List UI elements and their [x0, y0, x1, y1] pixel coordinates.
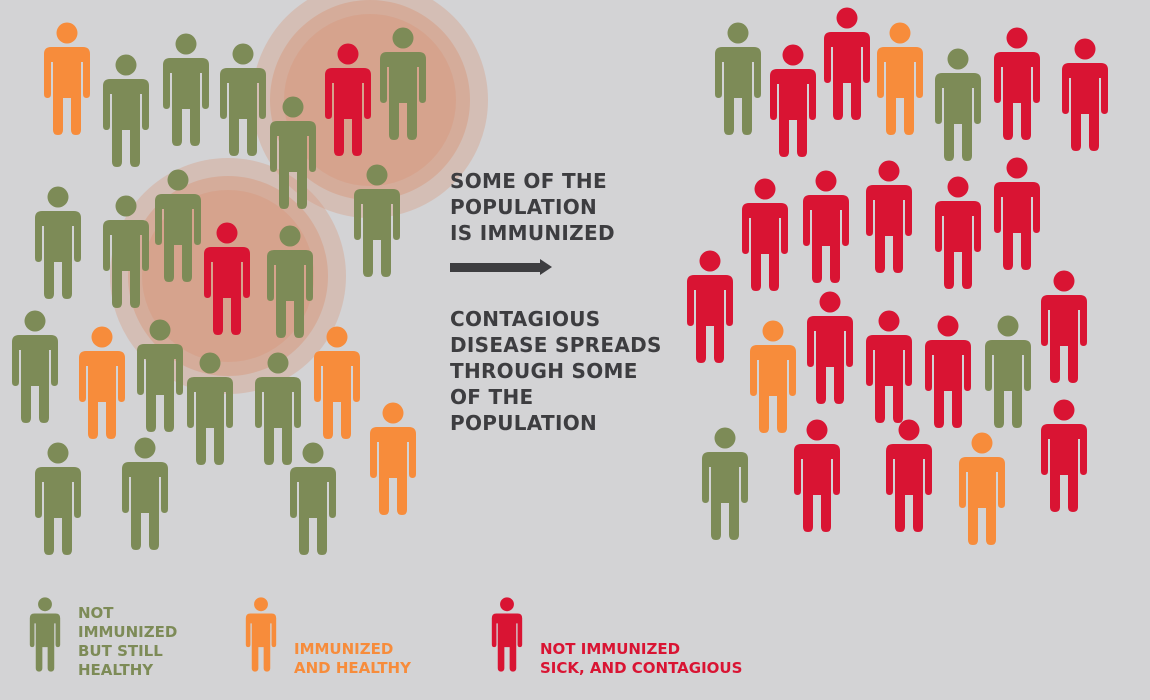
- legend-line: NOT: [78, 604, 114, 622]
- person-not-immunized-icon: [35, 186, 81, 299]
- person-not-immunized-icon: [702, 427, 748, 540]
- person-sick-icon: [491, 597, 523, 672]
- person-sick-icon: [1062, 38, 1108, 151]
- legend-line: IMMUNIZED: [294, 640, 394, 658]
- person-not-immunized-icon: [935, 48, 981, 161]
- legend-not-immunized-healthy: NOT IMMUNIZED BUT STILL HEALTHY: [78, 604, 177, 680]
- person-immunized-icon: [44, 22, 90, 135]
- person-sick-icon: [824, 7, 870, 120]
- legend-immunized-healthy: IMMUNIZED AND HEALTHY: [294, 640, 411, 678]
- person-immunized-icon: [750, 320, 796, 433]
- person-immunized-icon: [370, 402, 416, 515]
- caption-immunized: SOME OF THE POPULATION IS IMMUNIZED: [450, 168, 615, 246]
- person-sick-icon: [807, 291, 853, 404]
- person-not-immunized-icon: [715, 22, 761, 135]
- person-sick-icon: [925, 315, 971, 428]
- person-sick-icon: [687, 250, 733, 363]
- caption-line: DISEASE SPREADS: [450, 333, 662, 357]
- legend-sick-contagious: NOT IMMUNIZED SICK, AND CONTAGIOUS: [540, 640, 742, 678]
- arrow-right-icon: [450, 259, 552, 275]
- person-immunized-icon: [245, 597, 277, 672]
- person-sick-icon: [803, 170, 849, 283]
- caption-line: CONTAGIOUS: [450, 307, 601, 331]
- person-sick-icon: [886, 419, 932, 532]
- person-sick-icon: [994, 157, 1040, 270]
- person-sick-icon: [794, 419, 840, 532]
- legend-line: NOT IMMUNIZED: [540, 640, 681, 658]
- caption-line: THROUGH SOME: [450, 359, 638, 383]
- caption-line: SOME OF THE: [450, 169, 607, 193]
- legend-line: AND HEALTHY: [294, 659, 411, 677]
- legend-line: SICK, AND CONTAGIOUS: [540, 659, 743, 677]
- person-not-immunized-icon: [122, 437, 168, 550]
- caption-line: POPULATION: [450, 411, 598, 435]
- person-sick-icon: [994, 27, 1040, 140]
- legend-line: IMMUNIZED: [78, 623, 178, 641]
- person-sick-icon: [866, 160, 912, 273]
- caption-line: POPULATION: [450, 195, 598, 219]
- population-after: [687, 7, 1108, 545]
- legend-line: BUT STILL: [78, 642, 163, 660]
- person-not-immunized-icon: [35, 442, 81, 555]
- caption-line: IS IMMUNIZED: [450, 221, 615, 245]
- person-not-immunized-icon: [985, 315, 1031, 428]
- person-sick-icon: [742, 178, 788, 291]
- caption-line: OF THE: [450, 385, 534, 409]
- person-not-immunized-icon: [290, 442, 336, 555]
- person-not-immunized-icon: [163, 33, 209, 146]
- person-not-immunized-icon: [12, 310, 58, 423]
- person-sick-icon: [1041, 399, 1087, 512]
- legend-line: HEALTHY: [78, 661, 154, 679]
- person-sick-icon: [770, 44, 816, 157]
- person-sick-icon: [1041, 270, 1087, 383]
- person-not-immunized-icon: [103, 54, 149, 167]
- person-sick-icon: [935, 176, 981, 289]
- person-sick-icon: [866, 310, 912, 423]
- person-immunized-icon: [877, 22, 923, 135]
- person-immunized-icon: [79, 326, 125, 439]
- person-not-immunized-icon: [29, 597, 61, 672]
- caption-spread: CONTAGIOUS DISEASE SPREADS THROUGH SOME …: [450, 306, 662, 436]
- person-immunized-icon: [959, 432, 1005, 545]
